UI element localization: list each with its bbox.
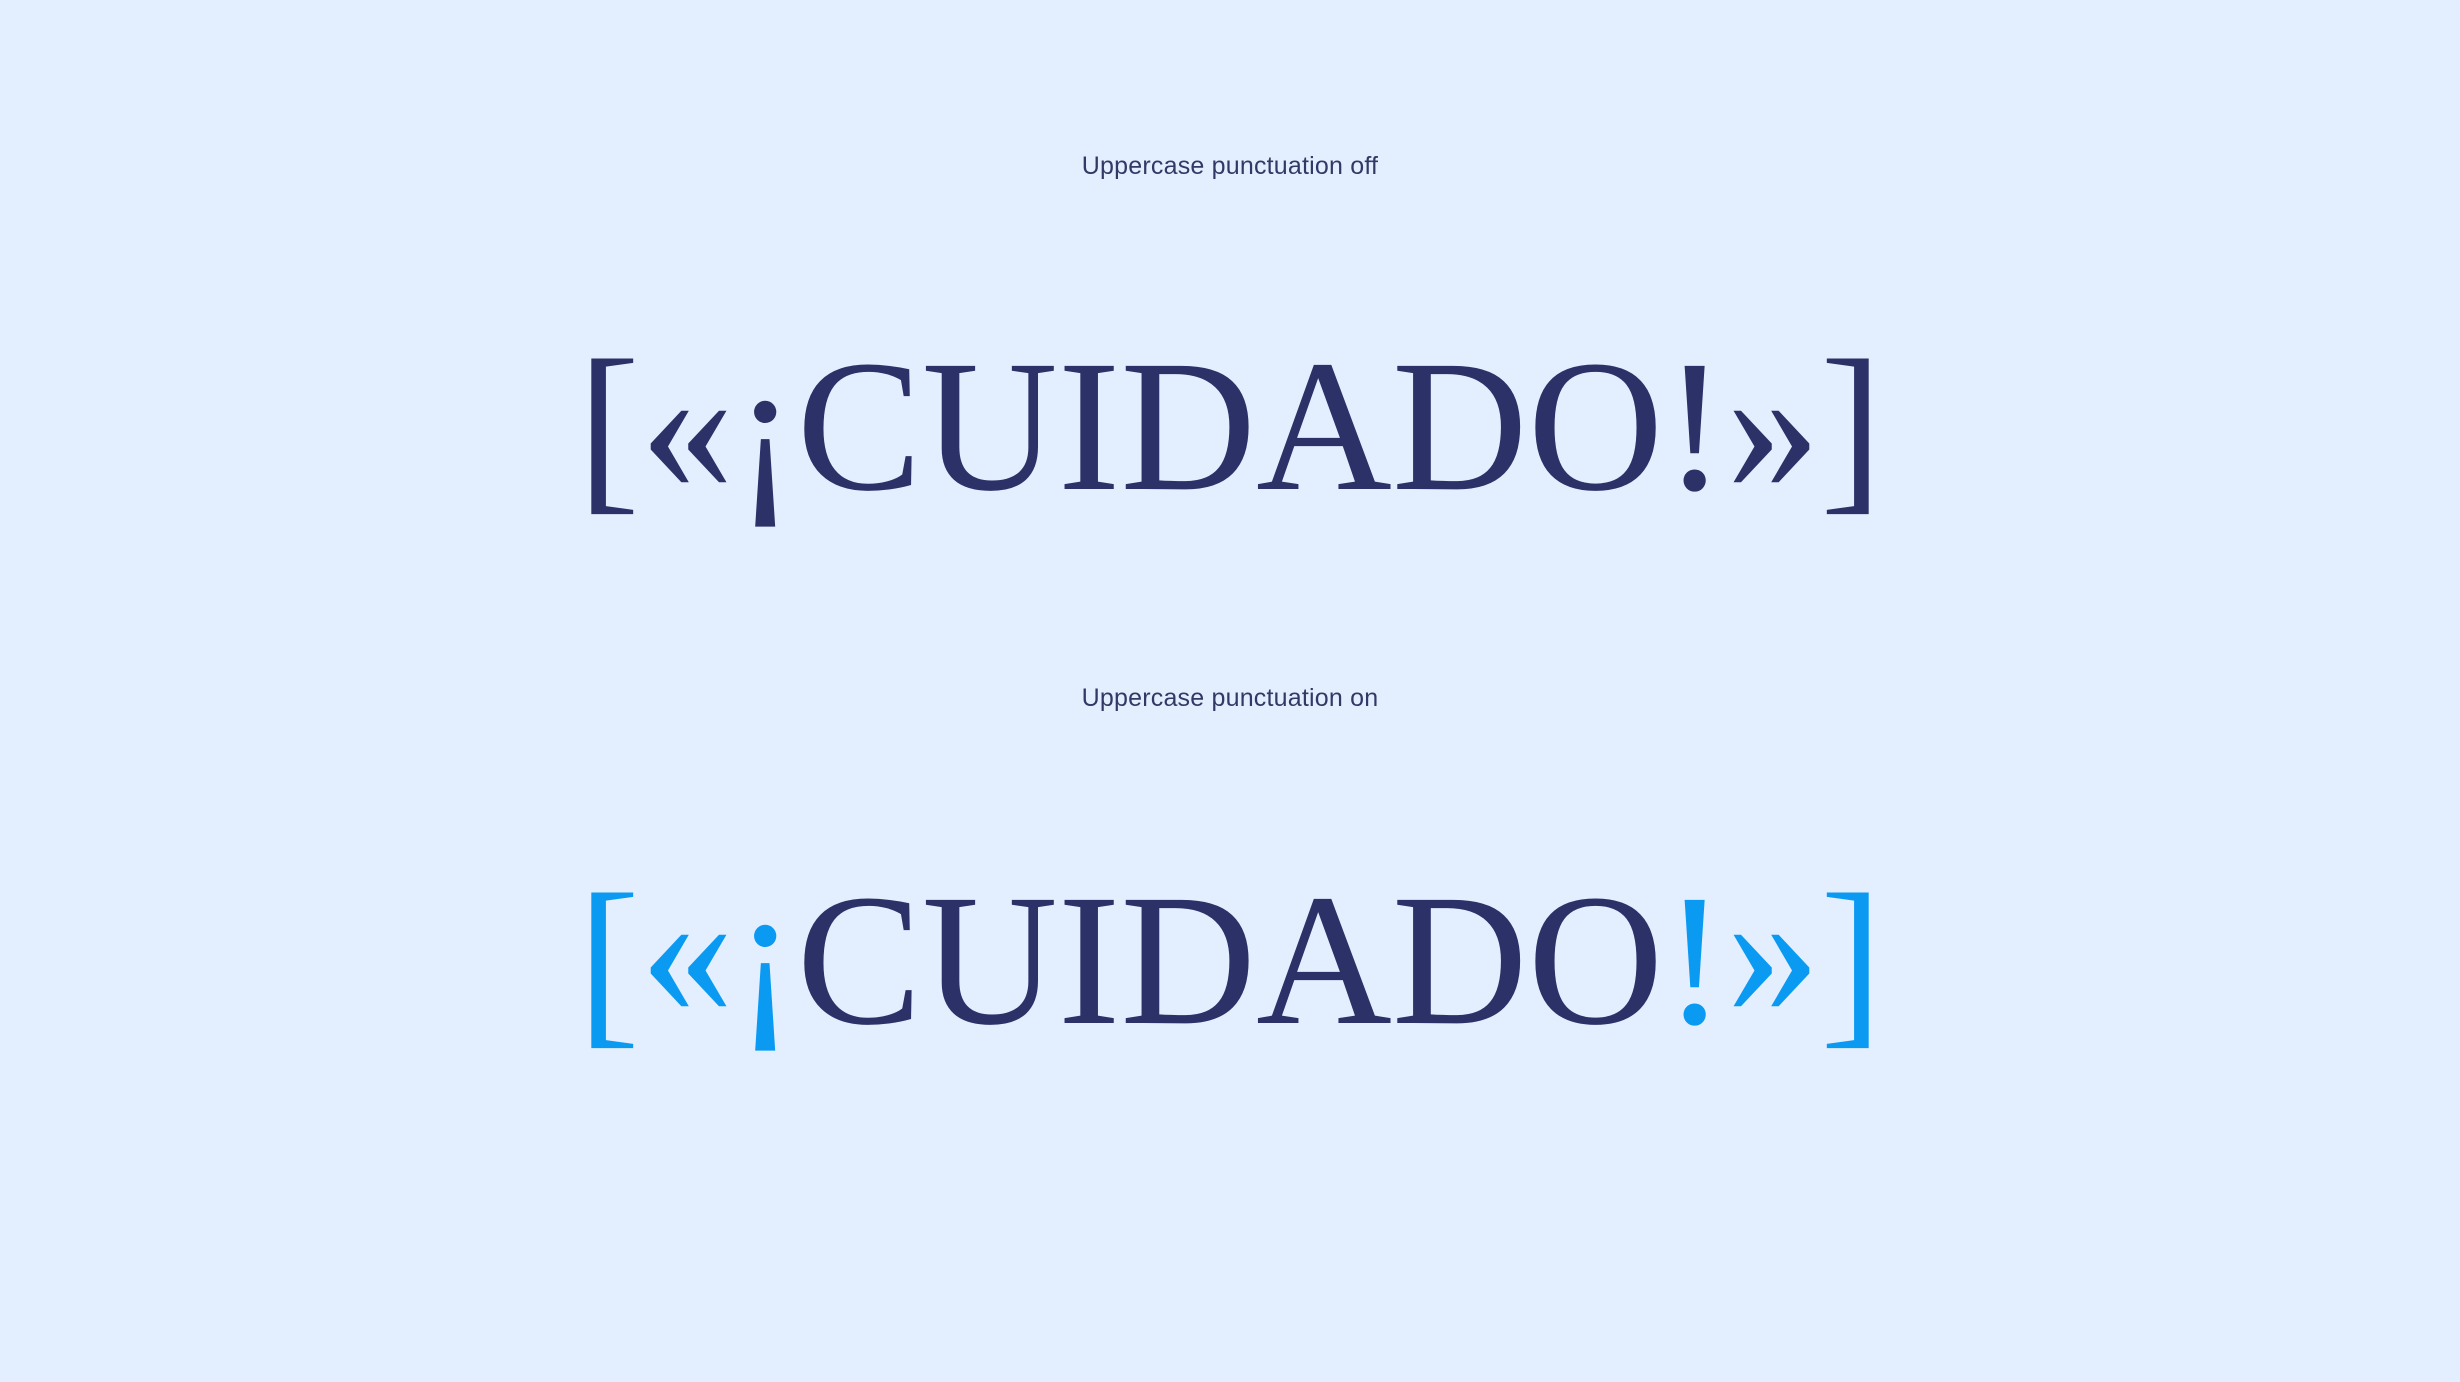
- word: CUIDADO: [796, 855, 1664, 1064]
- open-guillemet: «: [639, 845, 734, 1054]
- close-guillemet: »: [1726, 321, 1821, 530]
- caption-uppercase-punctuation-on: Uppercase punctuation on: [1081, 684, 1379, 712]
- caption-uppercase-punctuation-off: Uppercase punctuation off: [1081, 152, 1379, 180]
- inverted-exclamation: ¡: [733, 321, 797, 530]
- close-bracket: ]: [1820, 855, 1883, 1064]
- open-guillemet: «: [639, 321, 734, 530]
- exclamation: !: [1663, 321, 1727, 530]
- word: CUIDADO: [796, 321, 1664, 530]
- inverted-exclamation: ¡: [733, 845, 797, 1054]
- exclamation: !: [1663, 855, 1727, 1064]
- open-bracket: [: [577, 321, 640, 530]
- close-bracket: ]: [1820, 321, 1883, 530]
- sample-punctuation-off: [«¡CUIDADO!»]: [0, 332, 2460, 520]
- close-guillemet: »: [1726, 845, 1821, 1054]
- open-bracket: [: [577, 855, 640, 1064]
- sample-punctuation-on: [«¡CUIDADO!»]: [0, 855, 2460, 1064]
